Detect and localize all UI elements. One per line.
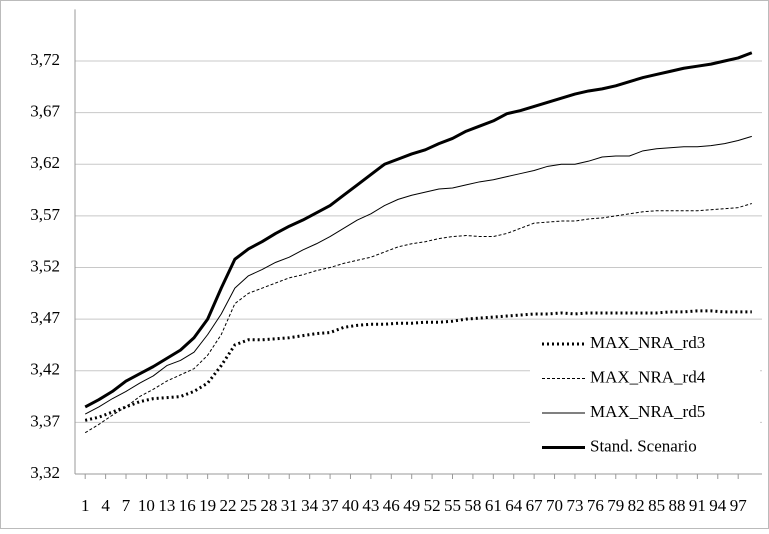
x-tick-label: 13 [158,496,175,515]
y-tick-label: 3,52 [30,256,60,275]
x-tick-label: 22 [220,496,237,515]
x-tick-label: 16 [179,496,196,515]
x-tick-label: 10 [138,496,155,515]
x-tick-label: 37 [322,496,340,515]
legend-label: MAX_NRA_rd5 [590,402,705,421]
x-tick-label: 7 [122,496,131,515]
x-tick-label: 19 [199,496,216,515]
x-tick-label: 49 [403,496,420,515]
series-line [84,309,752,422]
x-tick-label: 1 [81,496,90,515]
y-tick-label: 3,67 [30,102,60,121]
y-tick-label: 3,42 [30,360,60,379]
y-tick-label: 3,47 [30,308,60,327]
x-tick-label: 91 [689,496,706,515]
x-tick-label: 46 [383,496,400,515]
series-line [84,135,752,415]
x-tick-label: 61 [485,496,502,515]
x-tick-label: 94 [709,496,727,515]
x-tick-label: 76 [587,496,604,515]
x-tick-label: 85 [648,496,665,515]
x-tick-label: 31 [281,496,298,515]
x-tick-label: 34 [301,496,319,515]
x-tick-label: 58 [464,496,481,515]
y-tick-label: 3,72 [30,50,60,69]
x-tick-label: 79 [607,496,624,515]
legend-label: Stand. Scenario [590,436,697,455]
x-tick-label: 4 [101,496,110,515]
x-tick-label: 64 [505,496,523,515]
y-tick-label: 3,62 [30,153,60,172]
x-tick-label: 88 [668,496,685,515]
x-tick-label: 82 [628,496,645,515]
x-tick-label: 70 [546,496,563,515]
legend-label: MAX_NRA_rd3 [590,333,705,352]
x-tick-label: 73 [566,496,583,515]
x-tick-label: 25 [240,496,257,515]
x-tick-label: 97 [730,496,748,515]
x-tick-label: 67 [526,496,544,515]
y-tick-label: 3,37 [30,411,60,430]
legend-label: MAX_NRA_rd4 [590,367,706,386]
y-tick-label: 3,32 [30,463,60,482]
x-tick-label: 55 [444,496,461,515]
x-tick-label: 43 [362,496,379,515]
x-tick-label: 52 [424,496,441,515]
series-line [84,51,753,409]
x-tick-label: 28 [260,496,277,515]
y-tick-label: 3,57 [30,205,60,224]
x-tick-label: 40 [342,496,359,515]
